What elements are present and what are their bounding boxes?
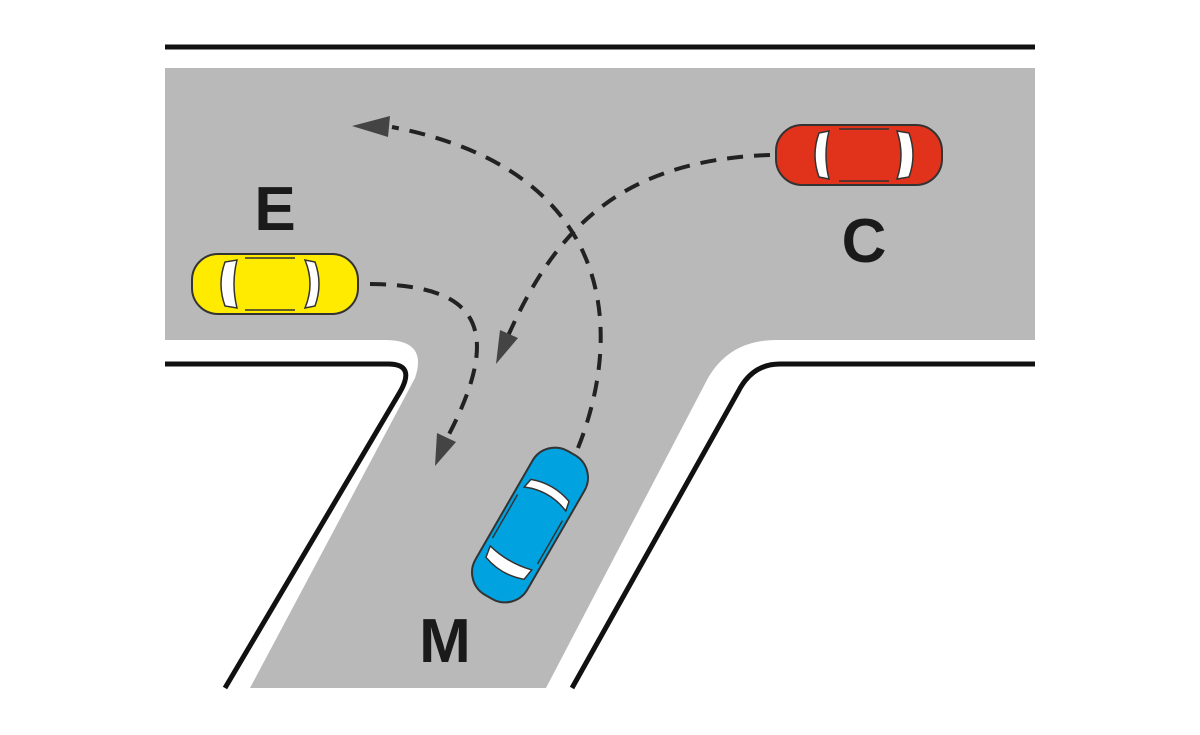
- car-m-roof-line-bottom: [536, 520, 564, 565]
- path-m-turn-left: [391, 125, 603, 449]
- car-m: [471, 446, 589, 604]
- car-c-body: [775, 124, 943, 186]
- car-c-label: C: [842, 207, 887, 276]
- path-e-turn-right: [369, 282, 479, 441]
- path-c-turn-left: [506, 153, 771, 337]
- car-e-rear-window: [220, 259, 239, 309]
- road-surface: [165, 68, 1035, 688]
- arrowhead-c-path: [496, 330, 518, 364]
- car-e-body: [191, 253, 359, 315]
- road-edge-lines: [165, 44, 1035, 690]
- car-m-rear-window: [485, 544, 534, 581]
- car-c: [775, 124, 943, 186]
- path-arrowheads: [352, 116, 518, 466]
- car-e-front-window: [303, 258, 320, 310]
- car-m-roof-line-top: [491, 494, 519, 539]
- car-c-front-window: [814, 130, 831, 180]
- car-e-label: E: [254, 175, 295, 244]
- car-c-rear-window: [895, 130, 914, 180]
- car-m-label: M: [419, 607, 471, 676]
- left-corner-edge-line: [165, 361, 409, 690]
- road: [165, 68, 1035, 688]
- vehicle-paths: [369, 125, 771, 449]
- arrowhead-e-path: [435, 433, 456, 466]
- car-m-front-window: [522, 478, 570, 513]
- right-corner-edge-line: [569, 361, 1035, 690]
- arrowhead-m-path: [352, 116, 390, 137]
- car-e: [191, 253, 359, 315]
